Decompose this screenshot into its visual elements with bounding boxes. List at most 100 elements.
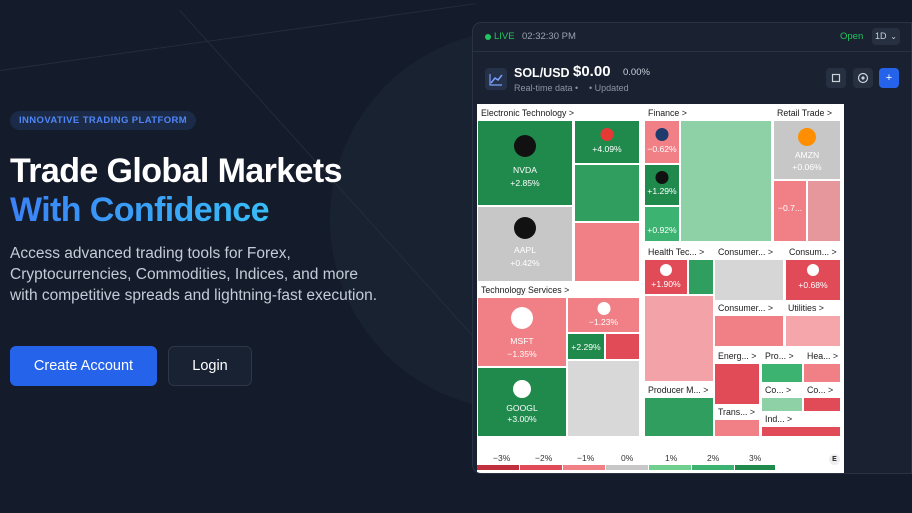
section-transportation[interactable]: Trans... > (718, 407, 756, 417)
heatmap-cell-group[interactable] (761, 397, 803, 412)
heatmap-cell-aapl[interactable]: AAPL +0.42% (477, 206, 573, 282)
live-label: LIVE (494, 31, 515, 42)
timeframe-select[interactable]: 1D ⌄ (872, 28, 900, 45)
ticker-change: +3.00% (507, 414, 537, 424)
heatmap-cell-googl[interactable]: GOOGL +3.00% (477, 367, 567, 437)
ticker-symbol: AAPL (514, 245, 536, 255)
meta-logo-icon (597, 302, 610, 315)
heatmap-cell[interactable]: +1.29% (644, 164, 680, 206)
legend-label: 3% (749, 453, 762, 463)
microsoft-logo-icon (511, 307, 533, 329)
heatmap-cell[interactable]: +0.68% (785, 259, 841, 301)
heatmap-cell-group[interactable] (680, 120, 772, 242)
nvidia-logo-icon (514, 135, 536, 157)
widget-topbar: LIVE 02:32:30 PM Open 1D ⌄ (473, 23, 911, 52)
ticker-change: −0.62% (647, 144, 677, 154)
heatmap-cell-group[interactable] (785, 315, 841, 347)
heatmap-cell[interactable]: −0.7... (773, 180, 807, 242)
heatmap-cell[interactable]: +1.90% (644, 259, 688, 295)
heatmap-cell-group[interactable] (714, 363, 760, 405)
heatmap-cell-group[interactable] (567, 360, 640, 437)
section-process[interactable]: Pro... > (765, 351, 794, 361)
hero-title-line2: With Confidence (10, 191, 270, 229)
section-health[interactable]: Hea... > (807, 351, 839, 361)
section-consumer-3[interactable]: Consumer... > (718, 303, 774, 313)
e-badge[interactable]: E (829, 454, 840, 465)
market-status: Open (840, 31, 864, 42)
section-consumer-2[interactable]: Consum... > (789, 247, 837, 257)
heatmap-cell-group[interactable] (574, 164, 640, 222)
company-logo-icon (660, 264, 672, 276)
legend-label: 1% (665, 453, 678, 463)
legend-label: −1% (577, 453, 595, 463)
section-producer-manufacturing[interactable]: Producer M... > (648, 385, 709, 395)
heatmap-cell[interactable]: +4.09% (574, 120, 640, 164)
legend-label: 2% (707, 453, 720, 463)
ticker-change: +0.92% (647, 225, 677, 235)
login-button[interactable]: Login (168, 346, 252, 386)
heatmap-cell-group[interactable] (714, 419, 760, 437)
timeframe-value: 1D (875, 31, 887, 41)
chart-line-icon (485, 68, 507, 90)
heatmap-cell-group[interactable] (714, 259, 784, 301)
square-icon[interactable] (826, 68, 846, 88)
heatmap-cell-nvda[interactable]: NVDA +2.85% (477, 120, 573, 206)
heatmap-cell-group[interactable] (761, 426, 841, 437)
ticker-change: +0.42% (510, 258, 540, 268)
company-logo-icon (655, 128, 669, 141)
section-energy[interactable]: Energ... > (718, 351, 757, 361)
asset-change: 0.00% (623, 67, 650, 78)
heatmap-cell-group[interactable] (803, 363, 841, 383)
target-icon[interactable] (853, 68, 873, 88)
ticker-change: +0.06% (792, 162, 822, 172)
section-co-1[interactable]: Co... > (765, 385, 792, 395)
legend-label: −3% (493, 453, 511, 463)
legend-swatch (692, 465, 734, 470)
section-industrial[interactable]: Ind... > (765, 414, 793, 424)
add-button[interactable]: + (879, 68, 899, 88)
ticker-change: +1.29% (647, 186, 677, 196)
platform-badge: INNOVATIVE TRADING PLATFORM (10, 111, 197, 130)
create-account-button[interactable]: Create Account (10, 346, 157, 386)
section-consumer-1[interactable]: Consumer... > (718, 247, 774, 257)
ticker-symbol: NVDA (513, 165, 537, 175)
ticker-symbol: AMZN (794, 150, 820, 160)
heatmap-cell[interactable] (605, 333, 640, 360)
ticker-symbol: GOOGL (506, 403, 538, 413)
heatmap-cell[interactable]: −0.62% (644, 120, 680, 164)
heatmap-cell[interactable]: +2.29% (567, 333, 605, 360)
section-retail-trade[interactable]: Retail Trade > (777, 108, 833, 118)
legend-swatch (563, 465, 605, 470)
ticker-change: −1.23% (588, 317, 619, 327)
heatmap-cell-msft[interactable]: MSFT −1.35% (477, 297, 567, 367)
hero-title-line1: Trade Global Markets (10, 152, 343, 190)
updated-label: • Updated (589, 83, 629, 93)
heatmap-cell-group[interactable] (644, 295, 714, 382)
section-health-tech[interactable]: Health Tec... > (648, 247, 705, 257)
heatmap-cell-group[interactable] (714, 315, 784, 347)
market-heatmap: Electronic Technology > Finance > Retail… (477, 104, 844, 473)
heatmap-cell-group[interactable] (803, 397, 841, 412)
legend-swatch (477, 465, 519, 470)
heatmap-cell-meta[interactable]: −1.23% (567, 297, 640, 333)
chevron-down-icon: ⌄ (890, 32, 897, 41)
section-technology-services[interactable]: Technology Services > (481, 285, 570, 295)
section-utilities[interactable]: Utilities > (788, 303, 824, 313)
apple-logo-icon (514, 217, 536, 239)
heatmap-cell-group[interactable] (644, 397, 714, 437)
google-logo-icon (513, 380, 531, 398)
heatmap-cell-group[interactable] (807, 180, 841, 242)
heatmap-cell-group[interactable] (761, 363, 803, 383)
heatmap-cell[interactable] (688, 259, 714, 295)
section-electronic-technology[interactable]: Electronic Technology > (481, 108, 574, 118)
section-finance[interactable]: Finance > (648, 108, 687, 118)
ticker-change: −1.35% (507, 349, 537, 359)
section-co-2[interactable]: Co... > (807, 385, 834, 395)
ticker-change: +0.68% (798, 280, 828, 290)
heatmap-cell-amzn[interactable]: AMZN +0.06% (773, 120, 841, 180)
legend-label: 0% (621, 453, 634, 463)
ticker-change: +2.85% (510, 178, 540, 188)
heatmap-cell[interactable]: +0.92% (644, 206, 680, 242)
company-logo-icon (600, 128, 614, 141)
heatmap-cell-group[interactable] (574, 222, 640, 282)
